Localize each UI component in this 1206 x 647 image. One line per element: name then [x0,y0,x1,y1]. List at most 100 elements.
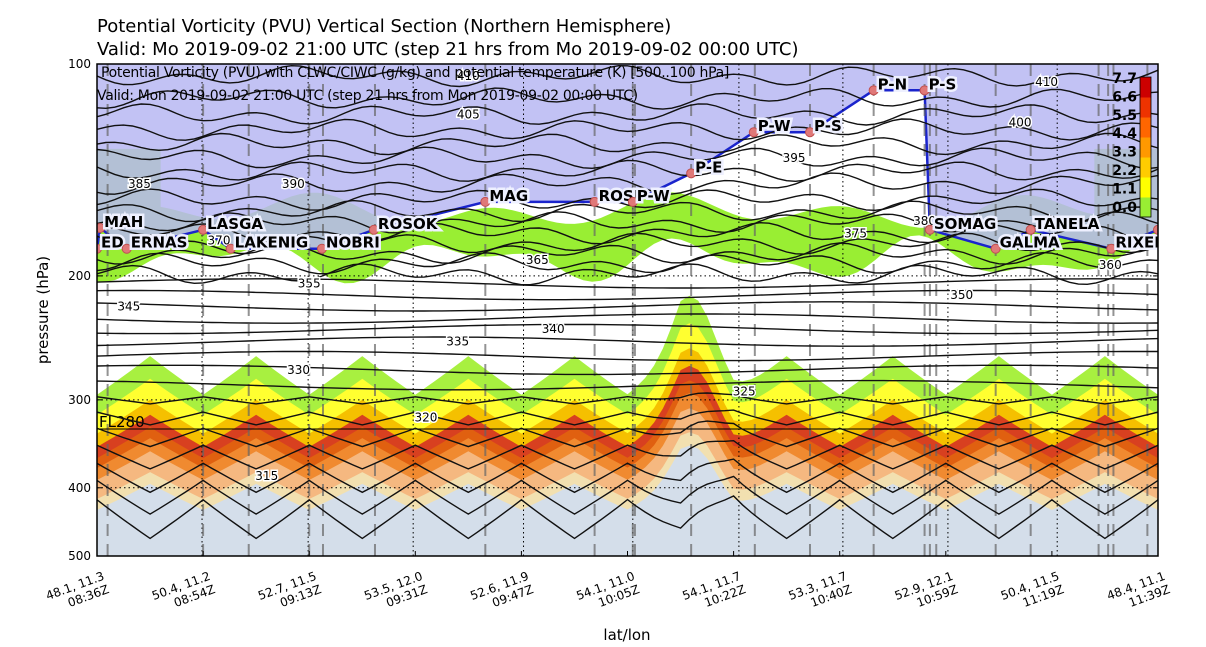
colorbar-segment-3 [1140,137,1151,158]
waypoint-label-0: ED [101,234,124,252]
isentrope-label-18: 325 [733,385,756,399]
isentrope-label-20: 315 [255,469,278,483]
colorbar-segment-1 [1140,177,1151,198]
waypoint-label-16: GALMA [1000,234,1060,252]
isentrope-17 [97,289,1158,301]
isentrope-25 [97,392,1158,405]
isentrope-12 [97,232,1158,255]
isentrope-label-1: 405 [457,108,480,122]
y-tick-label-100: 100 [68,57,91,71]
isentrope-26 [97,409,1158,426]
flight-route [97,64,1158,251]
isentrope-23 [97,364,1158,376]
isentrope-label-3: 400 [1009,115,1032,129]
isentrope-29 [97,458,1158,494]
isentrope-label-4: 395 [783,151,806,165]
isentrope-label-2: 410 [1035,75,1058,89]
pv-low-region [97,445,1158,556]
isentrope-22 [97,350,1158,362]
isentrope-27 [97,420,1158,448]
waypoint-label-12: P-S [814,117,842,135]
waypoint-marker-4 [225,243,236,254]
colorbar-label-5: 2.2 [1112,163,1137,179]
waypoint-label-9: P-W [637,187,670,205]
waypoint-marker-0 [97,243,102,254]
colorbar-label-1: 6.6 [1112,89,1137,105]
colorbar-segment-0 [1140,197,1151,218]
colorbar-segment-5 [1140,97,1151,118]
waypoint-marker-2 [121,243,132,254]
x-tick-label-7: 53.3, 11.710:40Z [787,569,854,610]
isentrope-label-17: 330 [287,363,310,377]
y-axis: 100 200 300 400 500 [68,57,1158,563]
isentrope-0 [97,64,1158,88]
colorbar-label-7: 0.0 [1112,200,1137,216]
isentrope-label-15: 340 [542,322,565,336]
waypoint-label-18: RIXEN [1115,234,1167,252]
route-line [97,89,1158,251]
colorbar-label-4: 3.3 [1112,145,1137,161]
x-axis: 48.1, 11.308:36Z 50.4, 11.208:54Z 52.7, 11… [44,551,1172,610]
isentrope-label-16: 335 [446,335,469,349]
x-tick-label-3: 53.5, 12.009:31Z [362,569,429,610]
waypoint-label-15: SOMAG [934,215,996,233]
x-tick-label-8: 52.9, 12.110:59Z [893,569,960,610]
x-tick-label-0: 48.1, 11.308:36Z [44,569,111,610]
waypoint-label-10: P-E [695,158,722,176]
isentrope-28 [97,439,1158,470]
route-area [97,64,1158,249]
waypoint-marker-18 [1106,243,1117,254]
waypoint-label-6: ROSOK [378,215,439,233]
isentrope-2 [97,103,1158,126]
isentrope-19 [97,313,1158,324]
isentrope-18 [97,301,1158,312]
colorbar-label-6: 1.1 [1112,181,1137,197]
waypoint-label-3: LASGA [207,215,263,233]
x-tick-label-6: 54.1, 11.710:22Z [681,569,748,610]
waypoint-label-7: MAG [489,187,528,205]
waypoint-label-11: P-W [758,117,791,135]
figure-title-line2: Valid: Mo 2019-09-02 21:00 UTC (step 21 … [97,39,799,60]
isentrope-9 [97,199,1158,223]
isentrope-11 [97,221,1158,245]
waypoint-marker-15 [924,224,935,235]
isentrope-label-10: 365 [526,253,549,267]
isentrope-30 [97,475,1158,515]
isentrope-6 [97,159,1158,183]
waypoint-label-17: TANELA [1035,215,1100,233]
isentrope-5 [97,146,1158,170]
isentrope-label-12: 355 [298,276,321,290]
figure-title-line1: Potential Vorticity (PVU) Vertical Secti… [97,16,672,37]
isentrope-label-14: 345 [117,299,140,313]
waypoint-marker-16 [990,243,1001,254]
waypoint-marker-12 [804,127,815,138]
waypoint-marker-6 [368,224,379,235]
flight-level-label: FL280 [99,413,145,431]
colorbar-label-3: 4.4 [1112,126,1137,142]
y-tick-label-200: 200 [68,269,91,283]
waypoint-label-13: P-N [878,75,908,93]
waypoint-label-5: NOBRI [326,234,380,252]
isentrope-15 [97,263,1158,286]
isentrope-1 [97,87,1158,110]
x-tick-label-1: 50.4, 11.208:54Z [150,569,217,610]
y-tick-label-300: 300 [68,393,91,407]
isentrope-13 [97,242,1158,265]
x-tick-label-4: 52.6, 11.909:47Z [468,569,535,610]
colorbar-label-2: 5.5 [1112,108,1137,124]
waypoint-label-4: LAKENIG [235,234,308,252]
waypoint-marker-10 [686,168,697,179]
isentrope-label-9: 370 [208,233,231,247]
isentrope-21 [97,336,1158,347]
colorbar-frame [1139,76,1152,218]
isentrope-label-6: 385 [128,177,151,191]
y-tick-label-500: 500 [68,549,91,563]
isentrope-label-8: 375 [844,226,867,240]
waypoint-label-1: MAH [104,213,143,231]
x-tick-label-2: 52.7, 11.509:13Z [256,569,323,610]
waypoint-marker-19 [1153,224,1158,235]
isentrope-label-5: 390 [282,177,305,191]
